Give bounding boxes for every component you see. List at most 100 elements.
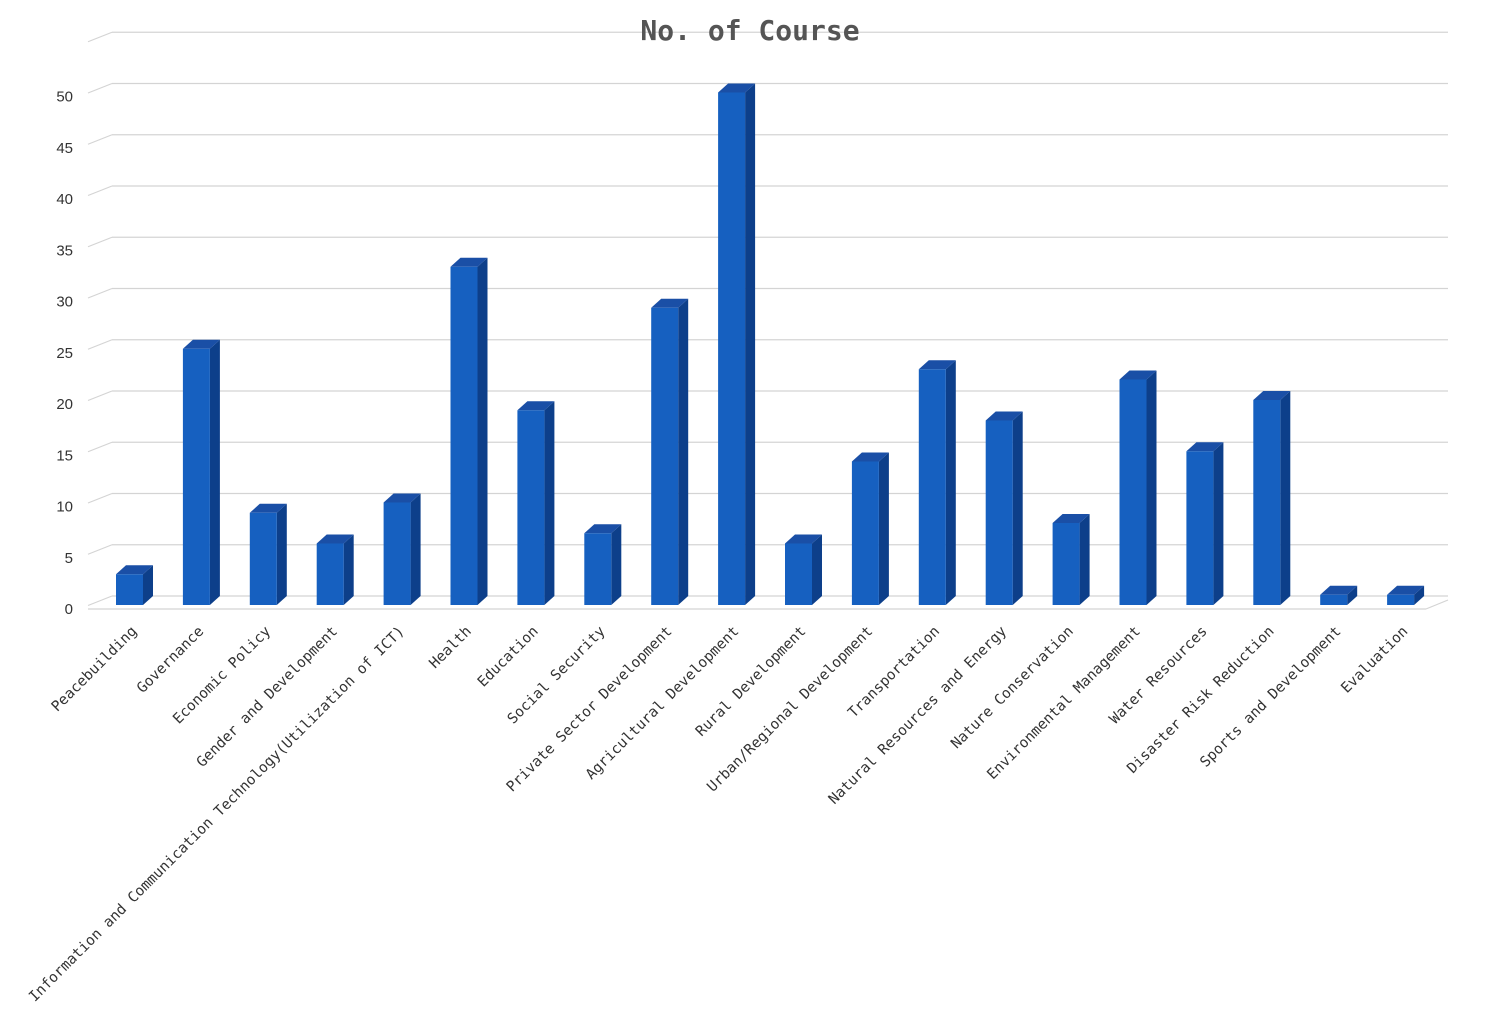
bar-side	[1012, 411, 1023, 605]
bar	[718, 83, 756, 605]
bar-side	[544, 401, 555, 605]
bar-top	[182, 339, 220, 349]
bar-side	[1414, 585, 1425, 605]
bar-front	[316, 543, 344, 605]
gridline-connector	[87, 339, 113, 350]
bar-front	[651, 307, 679, 605]
bar	[651, 298, 689, 605]
x-tick-label: Gender and Development	[194, 624, 341, 771]
y-tick-label: 35	[56, 242, 73, 259]
bar	[1186, 442, 1224, 605]
bar-front	[116, 574, 143, 605]
bar-top	[1119, 370, 1157, 380]
bar-side	[1146, 370, 1157, 605]
bar-side	[343, 534, 354, 605]
bar	[985, 411, 1023, 605]
y-tick-label: 10	[56, 499, 73, 516]
bar-top	[718, 83, 756, 93]
bar	[584, 524, 622, 605]
bar-front	[584, 533, 612, 605]
bar-top	[383, 493, 421, 503]
y-tick-label: 25	[56, 345, 73, 362]
bar-front	[517, 410, 545, 605]
bar-top	[651, 298, 689, 308]
gridline-connector	[87, 287, 113, 299]
bar-front	[985, 420, 1013, 605]
bar-side	[410, 493, 421, 605]
bar-side	[945, 360, 956, 605]
x-tick-label: Peacebuilding	[49, 624, 141, 716]
bar	[1119, 370, 1157, 605]
gridline-connector	[87, 595, 113, 607]
bar-front	[918, 369, 946, 605]
x-tick-label: Evaluation	[1338, 624, 1411, 697]
x-tick-label: Sports and Development	[1197, 624, 1344, 771]
chart-title: No. of Course	[640, 14, 860, 47]
bar	[249, 503, 287, 605]
y-tick-label: 5	[65, 550, 73, 567]
bar-front	[1052, 523, 1080, 605]
bar-side	[678, 298, 689, 605]
bar-top	[249, 503, 287, 513]
gridline-connector	[87, 441, 113, 453]
bar-top	[316, 534, 354, 544]
x-tick-label: Governance	[134, 624, 207, 697]
bar-front	[718, 92, 746, 605]
gridline-connector	[87, 185, 113, 197]
bar-top	[1253, 391, 1291, 400]
x-tick-label: Education	[475, 624, 542, 691]
gridline-connector	[87, 544, 113, 555]
bar-side	[1213, 442, 1224, 605]
bar	[450, 257, 488, 605]
bar	[517, 401, 555, 605]
bar-side	[1280, 391, 1291, 605]
bar-front	[182, 348, 210, 605]
bar-top	[116, 565, 153, 575]
bar-front	[249, 512, 277, 605]
bar-top	[1387, 585, 1425, 595]
y-tick-label: 50	[56, 89, 73, 106]
bar-top	[851, 452, 889, 462]
gridline-connector	[87, 390, 113, 402]
bar-side	[745, 83, 756, 605]
gridline-connector	[87, 134, 113, 145]
bar-front	[1320, 594, 1348, 605]
bar	[1387, 585, 1425, 605]
bar-side	[143, 565, 153, 605]
bar	[182, 339, 220, 605]
gridline-connector	[87, 82, 113, 94]
bar-front	[1186, 451, 1214, 605]
bar-top	[1052, 514, 1090, 523]
bar-side	[1079, 514, 1090, 605]
bar-top	[785, 534, 822, 544]
bar-top	[517, 401, 555, 411]
x-tick-label: Rural Development	[693, 624, 809, 740]
bar	[383, 493, 421, 605]
bar-front	[383, 502, 411, 605]
bar	[851, 452, 889, 605]
x-tick-label: Health	[426, 624, 474, 672]
bar	[785, 534, 822, 605]
gridline-connector	[87, 31, 113, 43]
bar-front	[1253, 400, 1281, 605]
bar	[316, 534, 354, 605]
gridline-connector	[87, 492, 113, 504]
bar-top	[450, 257, 488, 267]
gridline-connector	[87, 236, 113, 248]
y-tick-label: 45	[56, 140, 73, 157]
bar	[1052, 514, 1090, 605]
bar-front	[785, 543, 812, 605]
bar-side	[812, 534, 822, 605]
y-tick-label: 15	[56, 447, 73, 464]
bar-top	[1320, 585, 1358, 595]
bar-top	[1186, 442, 1224, 452]
y-tick-label: 0	[65, 601, 73, 618]
bar	[116, 565, 153, 605]
bar-side	[276, 503, 287, 605]
y-tick-label: 20	[56, 396, 73, 413]
bar-side	[611, 524, 622, 605]
bar-top	[985, 411, 1023, 421]
bar-top	[918, 360, 956, 370]
